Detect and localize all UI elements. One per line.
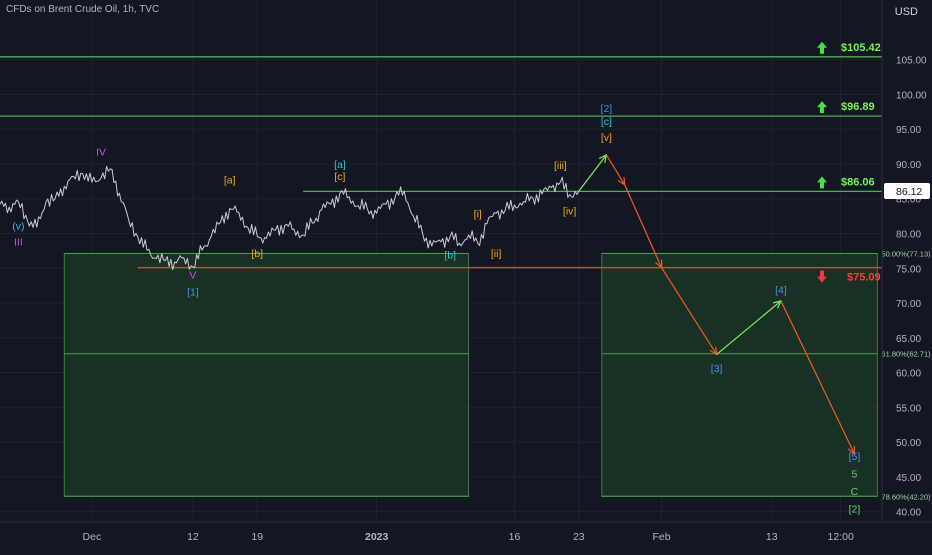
wave-label: IV (96, 147, 106, 159)
fib-level-label: 61.80%(62.71) (881, 350, 931, 359)
wave-label: [iii] (554, 160, 567, 172)
wave-label: [5] (849, 451, 861, 463)
x-tick-label: 16 (509, 531, 521, 543)
y-tick-label: 85.00 (896, 195, 921, 206)
x-tick-label: 2023 (365, 531, 389, 543)
x-tick-label: 23 (573, 531, 585, 543)
wave-label: 5 (852, 469, 858, 481)
fib-zone (63, 252, 470, 497)
wave-label: [ii] (491, 248, 502, 260)
price-line-layer (0, 165, 580, 271)
wave-label: [4] (775, 284, 787, 296)
y-tick-label: 55.00 (896, 403, 921, 414)
projection-arrowhead (847, 445, 856, 456)
target-price-label: $105.42 (841, 42, 881, 54)
wave-label: C (851, 486, 859, 498)
chart-title: CFDs on Brent Crude Oil, 1h, TVC (6, 4, 160, 15)
arrow-down-icon (817, 270, 827, 283)
fib-level-label: 78.60%(42.20) (881, 492, 931, 501)
y-tick-label: 100.00 (896, 90, 927, 101)
x-tick-label: 12 (187, 531, 199, 543)
y-tick-label: 45.00 (896, 473, 921, 484)
wave-label: [v] (601, 132, 612, 144)
projection-path-layer (578, 153, 856, 456)
projection-segment-down (780, 300, 855, 455)
currency-label: USD (894, 6, 918, 18)
projection-segment-up (578, 154, 607, 192)
wave-label: [2] (601, 103, 613, 115)
x-tick-label: 13 (766, 531, 778, 543)
y-tick-label: 105.00 (896, 56, 927, 67)
stop-price-label: $75.09 (847, 272, 881, 284)
y-tick-label: 80.00 (896, 230, 921, 241)
y-tick-label: 65.00 (896, 334, 921, 345)
target-price-label: $96.89 (841, 101, 875, 113)
fib-level-label: 50.00%(77.13) (881, 249, 931, 258)
fib-zone (601, 252, 878, 497)
projection-segment-down (624, 184, 663, 268)
wave-label: [1] (187, 286, 199, 298)
wave-label-layer: (v)IIIIV[a][b]V[1][a][c][b][i][ii][iii][… (12, 103, 860, 515)
wave-label: [iv] (563, 206, 577, 218)
projection-segment-up (716, 300, 782, 355)
wave-label: [3] (711, 363, 723, 375)
wave-label: (v) (12, 220, 24, 232)
projection-segment-down (605, 154, 626, 186)
y-tick-label: 50.00 (896, 438, 921, 449)
arrow-up-icon (817, 176, 827, 189)
wave-label: III (14, 236, 23, 248)
last-price-value: 86.12 (896, 186, 922, 198)
y-tick-label: 75.00 (896, 264, 921, 275)
wave-label: V (189, 270, 196, 282)
wave-label: [b] (251, 248, 263, 260)
target-price-label: $86.06 (841, 176, 875, 188)
y-tick-label: 70.00 (896, 299, 921, 310)
wave-label: [b] (444, 250, 456, 262)
wave-label: [2] (849, 503, 861, 515)
x-tick-label: 12:00 (828, 531, 854, 543)
wave-label: [a] (224, 174, 236, 186)
arrow-up-icon (817, 101, 827, 114)
wave-label: [c] (334, 171, 345, 183)
y-tick-label: 90.00 (896, 160, 921, 171)
wave-label: [i] (474, 209, 482, 221)
projection-segment-down (660, 267, 718, 355)
wave-label: [c] (601, 116, 612, 128)
price-line (0, 165, 580, 271)
x-tick-label: 19 (251, 531, 263, 543)
wave-label: [a] (334, 159, 346, 171)
y-tick-label: 40.00 (896, 508, 921, 519)
axis-layer: 105.00 100.00 95.00 90.00 85.00 80.00 75.00 70.… (0, 0, 932, 543)
fib-zone-layer: 50.00%(77.13) 61.80%(62.71) 78.60%(42.20) (63, 249, 931, 501)
arrow-up-icon (817, 41, 827, 54)
last-price-tag (884, 182, 930, 199)
x-tick-label: Feb (652, 531, 670, 543)
y-tick-label: 60.00 (896, 369, 921, 380)
y-tick-label: 95.00 (896, 125, 921, 136)
level-line-layer: $105.42 $96.89 $86.06 $75.09 (0, 41, 882, 284)
x-tick-label: Dec (83, 531, 102, 543)
